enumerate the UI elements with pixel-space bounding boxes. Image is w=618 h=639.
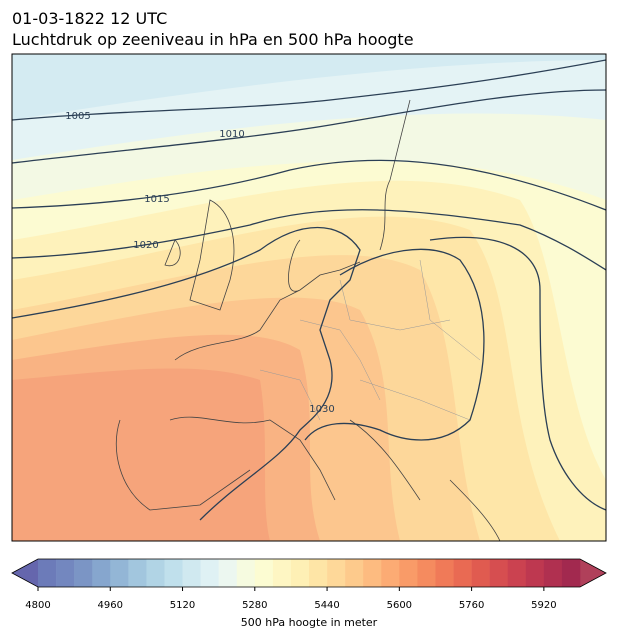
colorbar-band	[74, 559, 93, 587]
colorbar-band	[164, 559, 183, 587]
contour-label: 1005	[65, 111, 90, 122]
colorbar-tick-label: 5600	[387, 600, 412, 611]
colorbar-band	[56, 559, 75, 587]
colorbar-band	[38, 559, 57, 587]
colorbar-band	[435, 559, 454, 587]
contour-labels: 1005 1010 1015 1020 1030	[65, 111, 334, 415]
map-frame	[11, 53, 607, 542]
contour-label: 1015	[144, 194, 169, 205]
colorbar-over	[580, 559, 606, 587]
colorbar-band	[363, 559, 382, 587]
title: 01-03-1822 12 UTC	[12, 9, 167, 28]
colorbar-tick-label: 5120	[170, 600, 195, 611]
contour-label: 1010	[219, 129, 244, 140]
colorbar-tick-label: 4800	[25, 600, 50, 611]
colorbar-band	[327, 559, 346, 587]
colorbar-tick-label: 5440	[314, 600, 339, 611]
colorbar-band	[110, 559, 129, 587]
colorbar-tick-label: 5760	[459, 600, 484, 611]
colorbar-tick-label: 5920	[531, 600, 556, 611]
colorbar-band	[453, 559, 472, 587]
colorbar-band	[417, 559, 436, 587]
colorbar-band	[272, 559, 292, 587]
colorbar-band	[290, 559, 310, 587]
colorbar-band	[182, 559, 201, 587]
colorbar-band	[309, 559, 328, 587]
map	[12, 54, 606, 541]
colorbar-band	[489, 559, 509, 587]
colorbar-band	[128, 559, 147, 587]
colorbar-band	[254, 559, 274, 587]
colorbar-band	[471, 559, 490, 587]
contour-label: 1020	[133, 240, 158, 251]
colorbar-band	[381, 559, 400, 587]
colorbar-tick-label: 5280	[242, 600, 267, 611]
colorbar-band	[218, 559, 238, 587]
colorbar-band	[236, 559, 256, 587]
colorbar: 4800 4960 5120 5280 5440 5600 5760 5920 500 hPa …	[11, 558, 607, 629]
colorbar-band	[543, 559, 563, 587]
contour-label: 1030	[309, 404, 334, 415]
colorbar-band	[525, 559, 545, 587]
colorbar-under	[12, 559, 38, 587]
colorbar-band	[200, 559, 219, 587]
colorbar-label: 500 hPa hoogte in meter	[241, 616, 378, 629]
colorbar-band	[92, 559, 111, 587]
colorbar-band	[561, 559, 581, 587]
colorbar-band	[345, 559, 364, 587]
colorbar-tick-label: 4960	[98, 600, 123, 611]
colorbar-band	[146, 559, 165, 587]
colorbar-band	[399, 559, 418, 587]
colorbar-band	[507, 559, 527, 587]
subtitle: Luchtdruk op zeeniveau in hPa en 500 hPa…	[12, 30, 414, 49]
